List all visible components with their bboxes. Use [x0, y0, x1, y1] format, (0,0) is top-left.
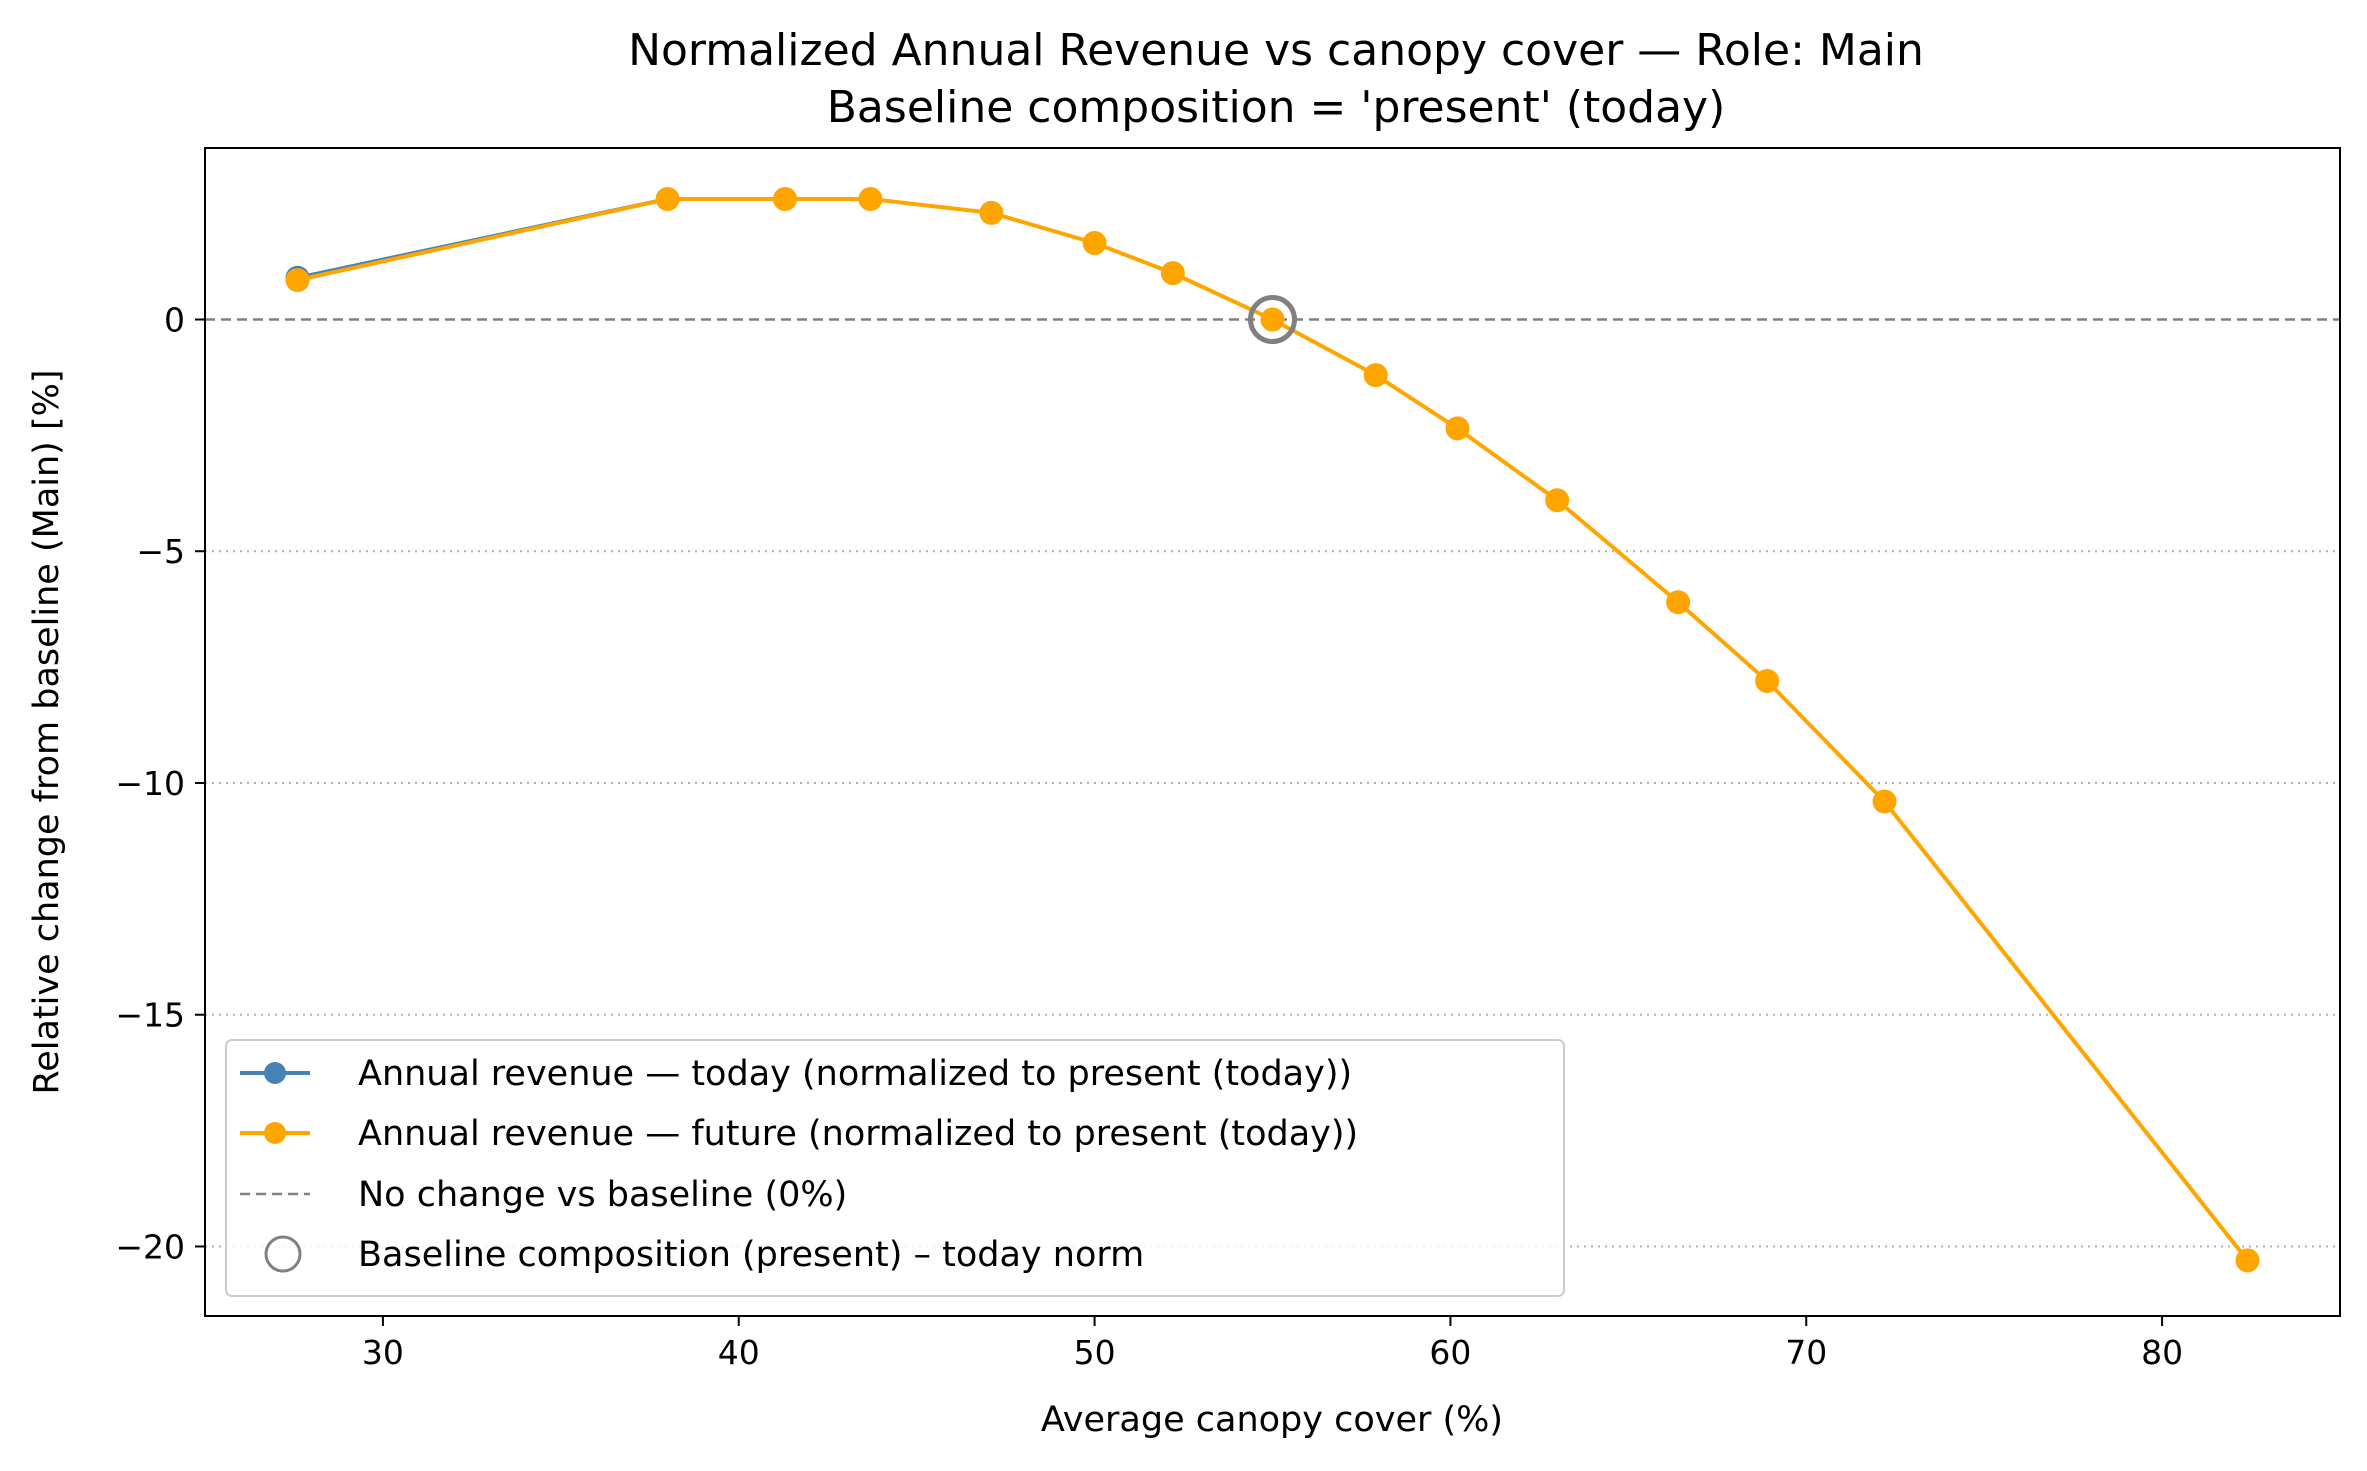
data-point-future	[1160, 261, 1185, 286]
legend-swatch-future-marker	[264, 1122, 286, 1144]
legend-swatch-today-marker	[264, 1062, 286, 1084]
y-tick-label: −20	[115, 1227, 185, 1266]
legend-label-future: Annual revenue — future (normalized to p…	[358, 1114, 1358, 1154]
legend-frame	[225, 1039, 1565, 1297]
x-axis-label: Average canopy cover (%)	[1041, 1400, 1503, 1440]
y-axis-ticks: 0 −5 −10 −15 −20	[115, 300, 205, 1266]
data-point-future	[1082, 231, 1107, 256]
chart-subtitle: Baseline composition = 'present' (today)	[827, 82, 1726, 133]
x-tick-label: 80	[2141, 1333, 2183, 1372]
data-point-future	[858, 186, 883, 211]
x-tick-label: 30	[362, 1333, 404, 1372]
data-point-future	[1260, 307, 1285, 332]
data-point-future	[979, 200, 1004, 225]
data-point-future	[655, 186, 680, 211]
legend: Annual revenue — today (normalized to pr…	[225, 1039, 1565, 1297]
y-tick-label: −5	[136, 532, 185, 571]
data-point-future	[1872, 789, 1897, 814]
baseline-marker-group	[1248, 294, 1297, 344]
x-tick-label: 40	[718, 1333, 760, 1372]
y-axis-label: Relative change from baseline (Main) [%]	[27, 369, 67, 1094]
data-point-future	[1545, 488, 1570, 513]
legend-swatch-baseline-marker	[264, 1235, 302, 1273]
x-tick-label: 50	[1074, 1333, 1116, 1372]
x-tick-label: 60	[1429, 1333, 1471, 1372]
y-tick-label: −15	[115, 996, 185, 1035]
grid-lines	[205, 550, 2340, 1248]
baseline-marker	[1248, 294, 1297, 344]
legend-label-reference: No change vs baseline (0%)	[358, 1175, 847, 1215]
data-point-future	[285, 268, 310, 293]
data-point-future	[773, 186, 798, 211]
series-group	[285, 186, 2260, 1273]
x-axis-ticks: 30 40 50 60 70 80	[362, 1316, 2183, 1372]
data-point-future	[1445, 416, 1470, 441]
x-tick-label: 70	[1785, 1333, 1827, 1372]
data-point-future	[1755, 669, 1780, 694]
chart-title: Normalized Annual Revenue vs canopy cove…	[628, 25, 1924, 76]
y-tick-label: −10	[115, 764, 185, 803]
data-point-future	[1363, 363, 1388, 388]
legend-label-today: Annual revenue — today (normalized to pr…	[358, 1054, 1352, 1094]
legend-label-baseline: Baseline composition (present) – today n…	[358, 1235, 1144, 1275]
data-point-future	[2235, 1248, 2260, 1273]
plot-area-frame	[204, 147, 2341, 1317]
y-tick-label: 0	[164, 300, 185, 339]
data-point-future	[1666, 590, 1691, 615]
